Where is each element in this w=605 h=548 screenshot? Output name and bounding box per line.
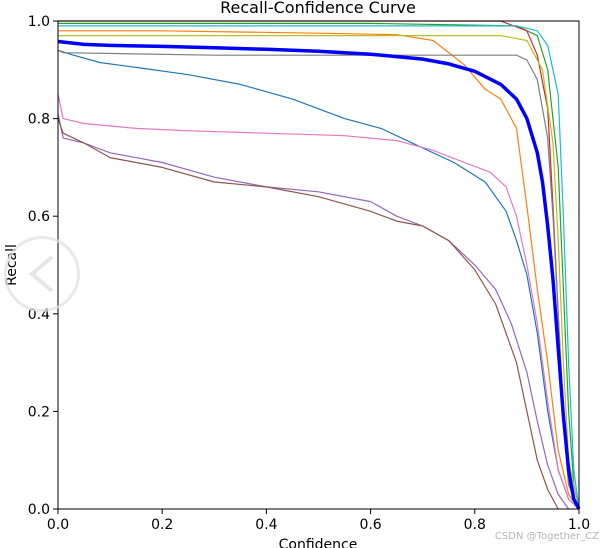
series-line-4 bbox=[58, 20, 580, 510]
x-tick-label: 1.0 bbox=[568, 517, 590, 533]
y-tick-label: 1.0 bbox=[28, 14, 50, 30]
series-line-9 bbox=[58, 34, 580, 510]
y-tick-label: 0.6 bbox=[28, 209, 50, 225]
back-button[interactable] bbox=[4, 236, 80, 312]
watermark: CSDN @Together_CZ bbox=[494, 531, 599, 542]
series-line-1 bbox=[57, 49, 580, 510]
chart-title: Recall-Confidence Curve bbox=[220, 0, 416, 17]
x-tick-label: 0.4 bbox=[255, 517, 277, 533]
overall-series-line bbox=[57, 39, 581, 510]
plot-area bbox=[57, 20, 581, 510]
x-axis-label: Confidence bbox=[279, 537, 358, 548]
chevron-left-icon bbox=[28, 255, 54, 293]
series-line-8 bbox=[57, 49, 580, 510]
x-tick-label: 0.0 bbox=[47, 517, 69, 533]
y-tick-label: 0.0 bbox=[28, 502, 50, 518]
x-tick-label: 0.8 bbox=[464, 517, 486, 533]
y-tick-label: 0.2 bbox=[28, 404, 50, 420]
x-tick-label: 0.6 bbox=[359, 517, 381, 533]
series-line-3 bbox=[58, 22, 580, 510]
plot-frame bbox=[57, 20, 580, 510]
series-line-6 bbox=[57, 118, 559, 510]
y-tick-label: 0.8 bbox=[28, 112, 50, 128]
x-axis: 0.0 0.2 0.4 0.6 0.8 1.0 bbox=[47, 509, 590, 533]
x-tick-label: 0.2 bbox=[151, 517, 173, 533]
series-line-2 bbox=[58, 30, 580, 510]
series-line-10 bbox=[58, 25, 580, 510]
series-line-5 bbox=[57, 113, 570, 510]
series-line-7 bbox=[57, 94, 580, 510]
